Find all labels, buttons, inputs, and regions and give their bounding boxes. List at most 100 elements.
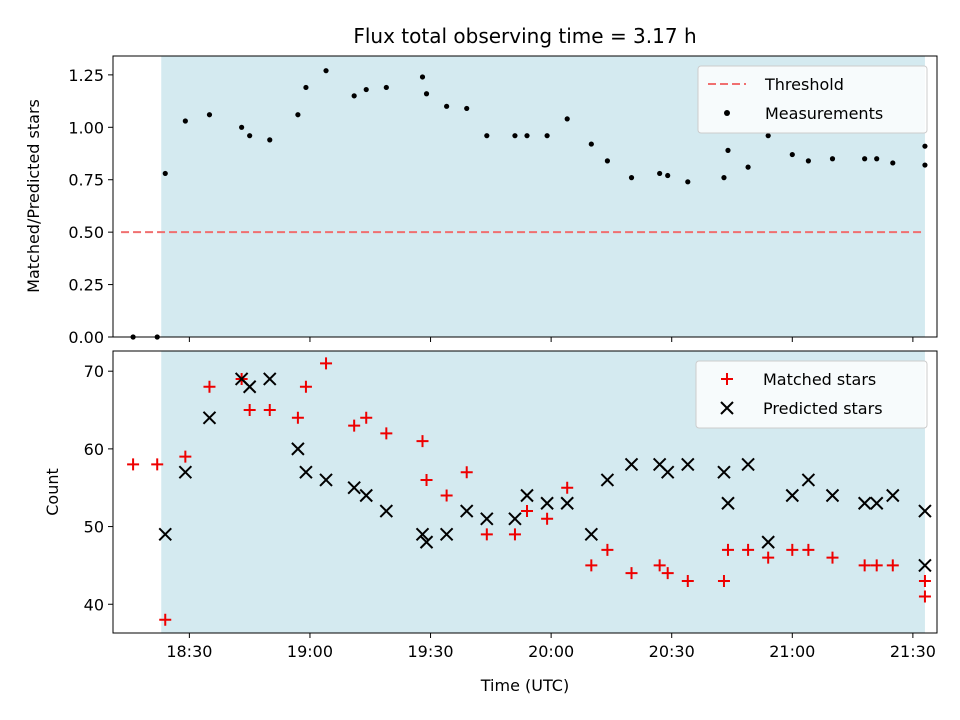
matched-star-point [508, 528, 521, 541]
matched-star-point [243, 404, 256, 417]
bottom-y-tick-label: 40 [84, 595, 104, 614]
matched-star-point [721, 543, 734, 556]
measurement-point [484, 133, 490, 139]
predicted-star-point [660, 465, 675, 479]
matched-star-point [440, 489, 453, 502]
measurement-point [419, 74, 426, 80]
predicted-star-point [347, 481, 361, 495]
predicted-star-point [741, 457, 755, 472]
matched-star-point [717, 574, 730, 587]
matched-star-point [291, 411, 304, 424]
predicted-stars-points [158, 372, 932, 573]
predicted-star-point [761, 535, 775, 549]
predicted-star-point [560, 496, 574, 510]
top-legend: Threshold Measurements [697, 65, 928, 134]
measurement-point [267, 137, 273, 143]
measurement-point [922, 143, 928, 149]
measurement-point [685, 179, 691, 185]
predicted-star-point [263, 372, 277, 386]
matched-star-point [127, 458, 140, 471]
x-axis-label: Time (UTC) [480, 676, 569, 695]
matched-star-point [299, 380, 312, 393]
bottom-x-ticks: 18:30 19:00 19:30 20:00 20:30 21:00 21:30 [166, 633, 936, 661]
bottom-y-axis-label: Count [43, 468, 62, 516]
top-plot-frame [112, 55, 938, 338]
measurement-point [604, 158, 611, 164]
predicted-star-point [681, 457, 695, 472]
measurement-point [725, 147, 731, 153]
measurement-point [239, 124, 245, 130]
bottom-x-tick-label: 21:30 [890, 642, 936, 661]
predicted-star-point [291, 442, 305, 456]
bottom-plot-frame [112, 350, 938, 634]
matched-star-point [460, 466, 473, 479]
predicted-star-point [419, 535, 434, 549]
matched-star-point [802, 543, 815, 556]
matched-star-point [661, 567, 674, 580]
bottom-panel: 40 50 60 70 18:30 19:00 19:30 20:00 20:30 21:00 2… [43, 350, 938, 695]
top-y-axis-label: Matched/Predicted stars [24, 99, 43, 293]
top-y-tick-label: 1.25 [68, 66, 104, 85]
matched-star-point [541, 512, 554, 525]
matched-star-point [585, 559, 598, 572]
predicted-star-point [178, 465, 193, 479]
measurement-point [564, 116, 570, 122]
predicted-star-point [918, 558, 932, 573]
top-y-tick-label: 1.00 [68, 118, 104, 137]
bottom-x-tick-label: 20:00 [528, 642, 574, 661]
measurement-point [303, 84, 309, 91]
legend-predicted-swatch [720, 401, 734, 415]
predicted-star-point [202, 411, 217, 425]
predicted-star-point [869, 496, 884, 510]
legend-matched-label: Matched stars [763, 370, 876, 389]
predicted-star-point [158, 527, 172, 542]
predicted-star-point [520, 488, 534, 503]
measurement-point [295, 112, 301, 118]
predicted-star-point [319, 473, 333, 487]
predicted-star-point [584, 527, 599, 542]
top-y-tick-label: 0.75 [68, 171, 104, 190]
predicted-star-point [415, 527, 430, 542]
bottom-y-tick-label: 70 [84, 362, 104, 381]
matched-star-point [918, 590, 931, 603]
measurement-point [383, 84, 389, 91]
measurement-point [524, 133, 530, 139]
measurements-points [130, 68, 928, 340]
matched-star-point [320, 357, 333, 370]
chart-title: Flux total observing time = 3.17 h [353, 24, 696, 48]
measurement-point [162, 170, 168, 177]
top-legend-box [697, 65, 928, 134]
measurement-point [805, 158, 811, 164]
matched-star-point [360, 411, 373, 424]
predicted-star-point [439, 527, 454, 542]
bottom-x-tick-label: 21:00 [769, 642, 815, 661]
measurement-point [323, 68, 329, 74]
bottom-x-tick-label: 20:30 [649, 642, 695, 661]
matched-star-point [420, 473, 433, 486]
top-panel: 0.00 0.25 0.50 0.75 1.00 1.25 Flux total obse… [24, 24, 938, 347]
top-y-ticks: 0.00 0.25 0.50 0.75 1.00 1.25 [68, 66, 113, 347]
measurement-point [464, 105, 470, 112]
predicted-star-point [717, 465, 731, 479]
measurement-point [363, 86, 369, 93]
predicted-star-point [624, 457, 639, 472]
measurement-point [874, 156, 880, 162]
matched-star-point [348, 419, 361, 432]
matched-star-point [858, 559, 871, 572]
matched-star-point [561, 481, 574, 494]
measurement-point [628, 175, 635, 181]
measurement-point [206, 112, 213, 118]
bottom-x-tick-label: 18:30 [166, 642, 212, 661]
measurement-point [544, 133, 550, 139]
predicted-star-point [918, 504, 932, 518]
matched-stars-points [127, 357, 931, 626]
measurement-point [721, 175, 727, 181]
matched-star-point [625, 567, 638, 580]
measurement-point [745, 164, 751, 170]
matched-star-point [521, 505, 534, 518]
matched-star-point [263, 404, 276, 417]
matched-star-point [681, 574, 694, 587]
matched-star-point [151, 458, 164, 471]
legend-threshold-label: Threshold [764, 75, 844, 94]
predicted-star-point [359, 488, 373, 503]
